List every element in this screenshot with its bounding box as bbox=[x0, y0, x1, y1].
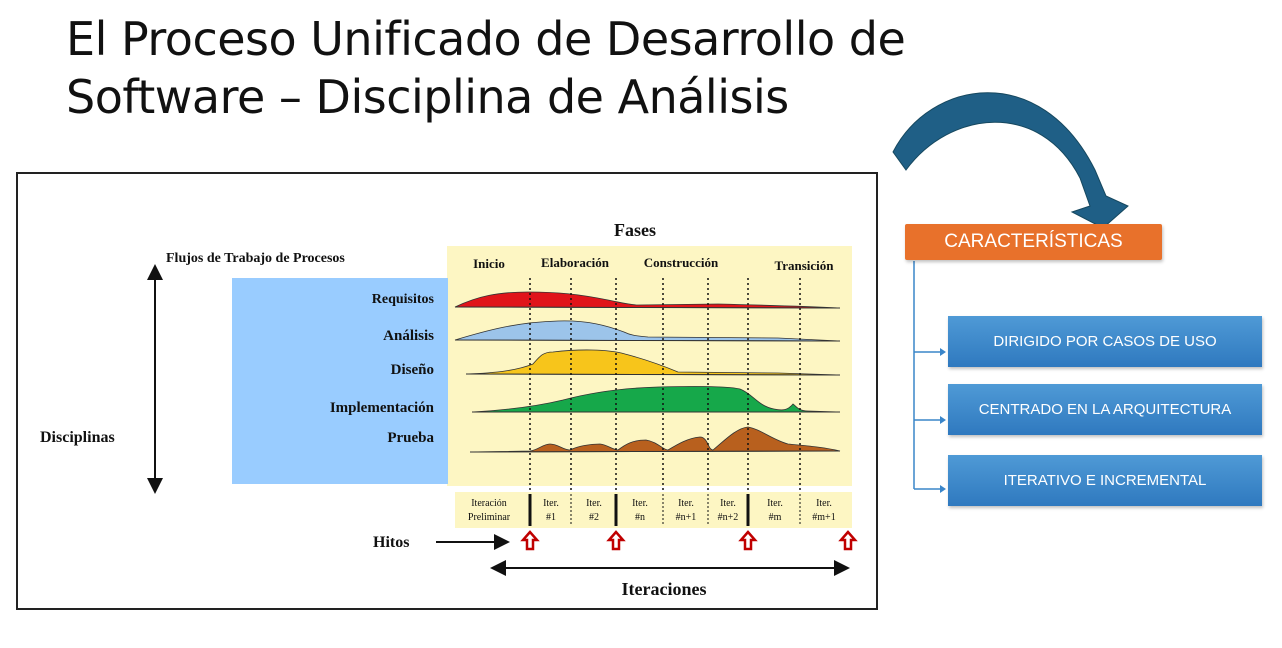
iterations-panel bbox=[455, 492, 852, 528]
characteristic-architecture-centric: CENTRADO EN LA ARQUITECTURA bbox=[948, 384, 1262, 435]
milestone-arrow-icon bbox=[606, 530, 626, 551]
discipline-label: Análisis bbox=[383, 328, 434, 344]
phase-label: Inicio bbox=[473, 256, 505, 271]
rup-diagram: Fases Flujos de Trabajo de Procesos Disc… bbox=[16, 172, 878, 610]
characteristic-iterative-incremental: ITERATIVO E INCREMENTAL bbox=[948, 455, 1262, 506]
characteristics-header: CARACTERÍSTICAS bbox=[905, 224, 1162, 260]
phases-title: Fases bbox=[614, 220, 656, 240]
curve-diseno bbox=[465, 349, 841, 376]
curve-requisitos bbox=[454, 291, 841, 309]
iterations-label: Iteraciones bbox=[622, 579, 707, 599]
milestone-arrow-icon bbox=[738, 530, 758, 551]
iteration-label-line1: Iteración bbox=[471, 498, 507, 509]
curve-implementacion bbox=[471, 386, 841, 413]
iteration-label-line2: #m bbox=[769, 512, 782, 523]
rup-diagram-svg: Fases Flujos de Trabajo de Procesos Disc… bbox=[40, 220, 858, 599]
characteristic-use-case-driven: DIRIGIDO POR CASOS DE USO bbox=[948, 316, 1262, 367]
iteration-label-line2: #2 bbox=[589, 512, 599, 523]
milestone-arrow-icon bbox=[838, 530, 858, 551]
phase-label: Construcción bbox=[644, 255, 719, 270]
iteration-row-separators bbox=[528, 494, 801, 526]
milestone-markers bbox=[520, 530, 858, 551]
phase-label: Transición bbox=[775, 258, 835, 273]
milestone-arrow-icon bbox=[520, 530, 540, 551]
disciplines-label: Disciplinas bbox=[40, 429, 115, 446]
iteration-label-line2: #1 bbox=[546, 512, 556, 523]
iteration-labels: Iteración Preliminar Iter. #1 Iter. #2 I… bbox=[468, 498, 836, 523]
slide-title: El Proceso Unificado de Desarrollo de So… bbox=[66, 10, 906, 126]
iteration-label-line2: #n bbox=[635, 512, 645, 523]
iteration-label-line1: Iter. bbox=[678, 498, 694, 509]
iteration-label-line2: #m+1 bbox=[812, 512, 835, 523]
iteration-label-line1: Iter. bbox=[767, 498, 783, 509]
slide-title-line-2: Software – Disciplina de Análisis bbox=[66, 70, 789, 124]
discipline-label: Requisitos bbox=[372, 292, 435, 307]
phase-label: Elaboración bbox=[541, 255, 610, 270]
milestones-label: Hitos bbox=[373, 534, 409, 551]
iteration-separators bbox=[529, 278, 801, 490]
disciplines-panel bbox=[232, 278, 448, 484]
iteration-label-line1: Iter. bbox=[720, 498, 736, 509]
iteration-label-line1: Iter. bbox=[586, 498, 602, 509]
iteration-label-line1: Iter. bbox=[816, 498, 832, 509]
discipline-label: Implementación bbox=[330, 400, 435, 416]
iteration-label-line2: Preliminar bbox=[468, 512, 511, 523]
discipline-label: Prueba bbox=[387, 430, 434, 446]
iteration-label-line1: Iter. bbox=[543, 498, 559, 509]
iteration-label-line2: #n+2 bbox=[718, 512, 739, 523]
discipline-label: Diseño bbox=[391, 362, 434, 378]
slide-title-line-1: El Proceso Unificado de Desarrollo de bbox=[66, 12, 906, 66]
iteration-label-line2: #n+1 bbox=[676, 512, 697, 523]
curve-analisis bbox=[454, 320, 841, 342]
workflows-label: Flujos de Trabajo de Procesos bbox=[166, 251, 345, 266]
iteration-label-line1: Iter. bbox=[632, 498, 648, 509]
